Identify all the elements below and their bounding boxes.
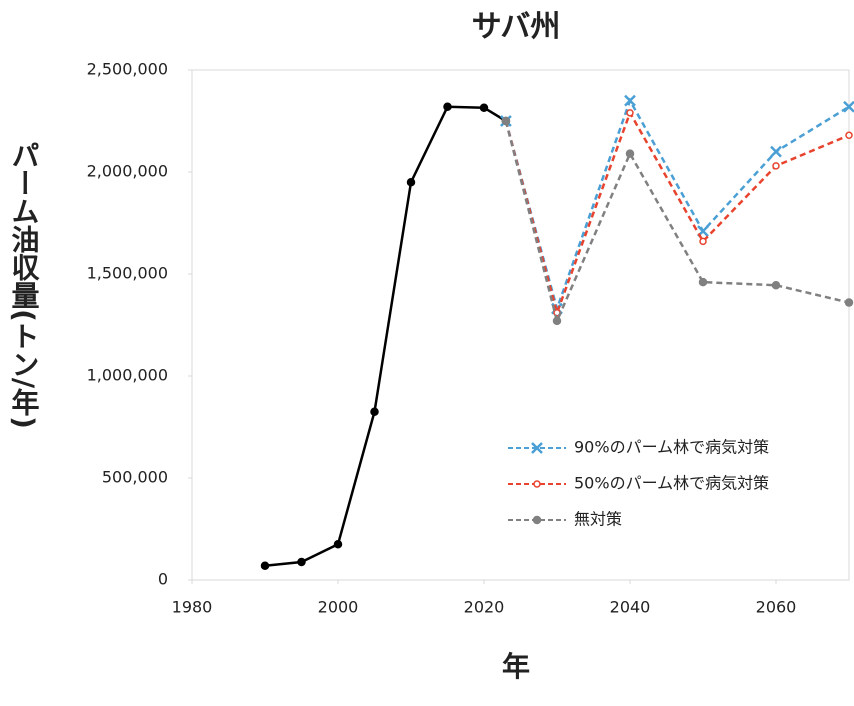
y-axis-label: パーム油収量(トン/年): [8, 141, 41, 429]
data-point: [770, 145, 782, 158]
x-tick-label: 2020: [464, 598, 505, 617]
chart-title: サバ州: [472, 10, 561, 45]
data-point: [626, 109, 634, 117]
y-tick-label: 1,500,000: [87, 264, 168, 283]
legend-marker: [532, 515, 542, 525]
series-line: [504, 109, 850, 317]
series-line: [504, 120, 850, 325]
data-point: [624, 94, 636, 107]
y-tick-label: 2,500,000: [87, 60, 168, 79]
legend-marker: [533, 480, 541, 488]
data-point: [844, 298, 854, 307]
legend-label: 無対策: [574, 510, 622, 529]
data-point: [501, 116, 511, 126]
legend-label: 50%のパーム林で病気対策: [574, 474, 769, 493]
x-tick-label: 2040: [610, 598, 651, 617]
y-tick-label: 0: [158, 570, 168, 589]
data-point: [698, 277, 708, 287]
x-tick-label: 2000: [318, 598, 359, 617]
data-point: [845, 131, 853, 140]
data-point: [443, 102, 452, 111]
y-tick-label: 500,000: [102, 468, 168, 487]
legend-label: 90%のパーム林で病気対策: [574, 438, 769, 457]
x-tick-label: 2060: [756, 598, 797, 617]
y-tick-label: 2,000,000: [87, 162, 168, 181]
series-line: [504, 97, 850, 313]
data-point: [771, 280, 781, 290]
data-point: [333, 540, 343, 549]
data-point: [625, 149, 635, 158]
data-point: [843, 100, 854, 113]
legend-marker: [531, 442, 543, 454]
x-tick-label: 1980: [172, 598, 213, 617]
data-point: [772, 162, 780, 170]
data-point: [370, 407, 379, 416]
plot-frame: [191, 69, 850, 581]
data-point: [479, 103, 489, 112]
y-tick-label: 1,000,000: [87, 366, 168, 385]
data-point: [260, 561, 270, 570]
data-point: [406, 177, 416, 187]
data-point: [552, 316, 562, 326]
data-point: [699, 237, 707, 246]
x-axis-label: 年: [502, 650, 530, 683]
series-line: [264, 105, 507, 567]
data-point: [297, 557, 306, 567]
